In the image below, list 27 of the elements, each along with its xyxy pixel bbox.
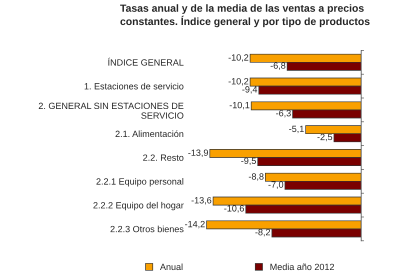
data-label: -6,8 [270, 62, 286, 70]
y-tick-label: 2.2. Resto [143, 154, 184, 161]
data-label: -10,2 [228, 54, 248, 62]
data-label: -9,5 [241, 158, 256, 166]
data-label: -7,0 [268, 181, 284, 189]
data-label: -10,6 [224, 205, 244, 213]
y-tick-label: 2.2.1 Equipo personal [96, 178, 184, 186]
chart-title: Tasas anual y de la media de las ventas a precios constantes. Índice general y por tipo de productos [120, 4, 370, 28]
legend-label: Media año 2012 [270, 263, 334, 270]
y-tick-label: 2. GENERAL SIN ESTACIONES DE SERVICIO [38, 102, 184, 119]
data-label: -13,6 [192, 197, 212, 205]
data-label: -8,2 [255, 228, 270, 236]
y-tick-label: 1. Estaciones de servicio [84, 82, 184, 90]
data-label: -13,9 [188, 149, 208, 157]
y-tick-label: 2.1. Alimentación [116, 130, 184, 138]
legend-label: Anual [160, 263, 182, 270]
data-label: -14,2 [184, 220, 205, 228]
data-label: -10,1 [230, 102, 250, 110]
data-label: -9,4 [242, 86, 258, 94]
data-label: -2,5 [317, 134, 332, 142]
data-label: -6,3 [276, 110, 291, 118]
y-tick-label: 2.2.3 Otros bienes [110, 226, 184, 232]
y-tick-label: 2.2.2 Equipo del hogar [93, 202, 184, 210]
y-tick-label: ÍNDICE GENERAL [108, 58, 184, 66]
data-label: -10,2 [228, 78, 248, 86]
data-label: -5,1 [289, 126, 304, 134]
data-label: -8,8 [248, 173, 264, 181]
